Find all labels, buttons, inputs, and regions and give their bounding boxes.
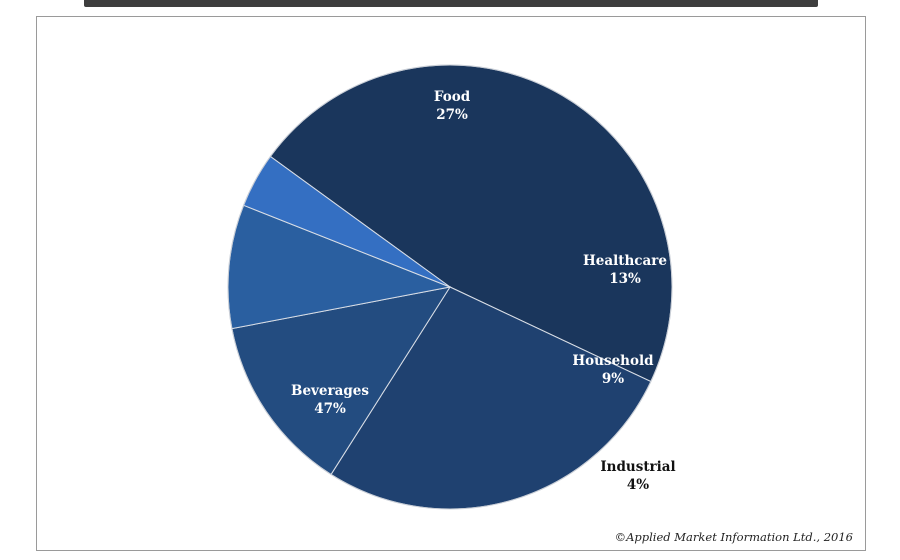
value-label: 13% [609,271,641,287]
chart-title-cropped [36,0,866,8]
value-label: 47% [314,401,346,417]
category-label: Beverages [291,383,369,399]
data-label-healthcare: Healthcare 13% [583,253,667,287]
chart-frame: Beverages 47% Food 27% Healthcare 13% Househol… [36,16,866,551]
data-label-food: Food 27% [434,89,471,123]
chart-title-fragment [84,0,818,7]
data-label-household: Household 9% [572,353,654,387]
value-label: 9% [602,371,624,387]
data-label-beverages: Beverages 47% [291,383,369,417]
category-label: Household [572,353,654,369]
value-label: 27% [436,107,468,123]
value-label: 4% [627,477,649,493]
data-label-industrial: Industrial 4% [600,459,675,493]
category-label: Industrial [600,459,675,475]
pie-outline [227,64,673,510]
pie-chart: Beverages 47% Food 27% Healthcare 13% Househol… [227,64,676,510]
pie-labels: Beverages 47% Food 27% Healthcare 13% Househol… [291,89,676,493]
copyright-credit: ©Applied Market Information Ltd., 2016 [614,530,853,544]
pie-slices [227,64,673,510]
category-label: Food [434,89,471,105]
category-label: Healthcare [583,253,667,269]
